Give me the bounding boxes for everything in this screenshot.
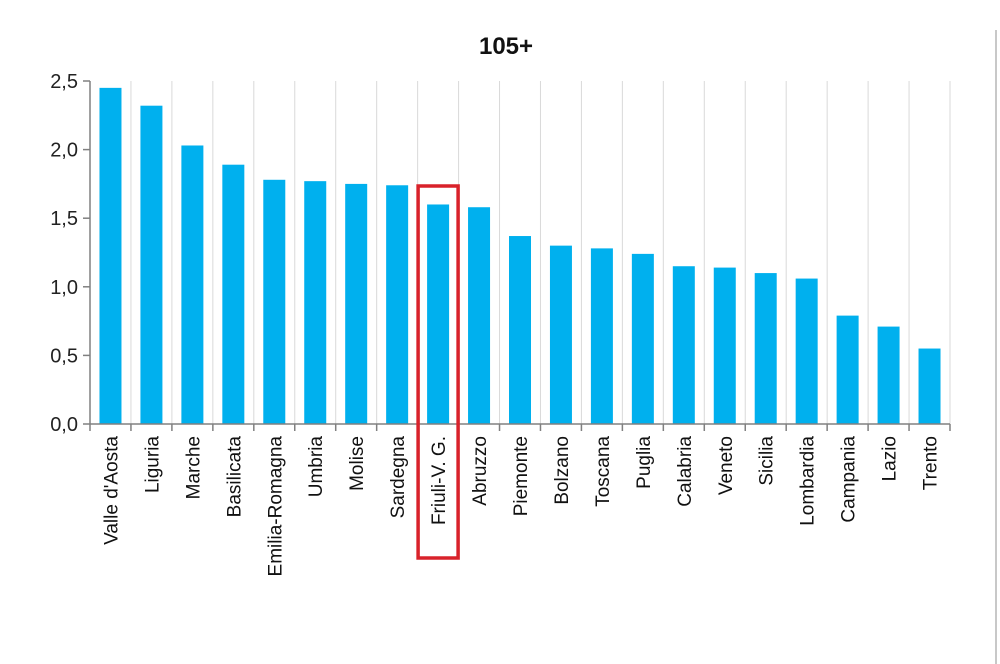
- category-label: Puglia: [634, 436, 655, 489]
- category-label: Umbria: [306, 436, 327, 498]
- bar-3: [222, 164, 245, 424]
- highlight-rectangle: [416, 184, 460, 560]
- bar-4: [263, 179, 286, 424]
- bars: [99, 87, 941, 425]
- category-label: Veneto: [716, 436, 737, 495]
- y-tick-label: 2,0: [50, 140, 78, 162]
- category-label: Molise: [347, 436, 368, 491]
- category-label: Emilia-Romagna: [265, 436, 286, 577]
- highlight-box: [416, 184, 460, 560]
- category-labels: Valle d'Aosta Liguria Marche Basilicata Emil…: [101, 436, 941, 577]
- category-label: Liguria: [142, 436, 163, 493]
- y-tick-label: 1,0: [50, 277, 78, 299]
- category-label: Trento: [921, 436, 942, 490]
- bar-1: [140, 105, 163, 425]
- bar-7: [386, 185, 409, 424]
- y-tick-label: 2,5: [50, 71, 78, 93]
- bar-6: [345, 183, 368, 424]
- chart-title: 105+: [479, 33, 533, 60]
- y-tick-label: 0,5: [50, 345, 78, 367]
- category-label: Bolzano: [552, 436, 573, 505]
- bar-2: [181, 145, 204, 424]
- category-label: Lazio: [880, 436, 901, 481]
- category-label: Valle d'Aosta: [101, 436, 122, 545]
- y-tick-labels: 0,0 0,5 1,0 1,5 2,0 2,5: [50, 71, 78, 436]
- bar-13: [631, 253, 654, 424]
- bar-8: [427, 204, 450, 424]
- category-label: Toscana: [593, 436, 614, 507]
- bar-16: [754, 273, 777, 424]
- category-label: Piemonte: [511, 436, 532, 516]
- bar-15: [713, 267, 736, 424]
- grid-lines: [130, 81, 951, 424]
- y-tick-label: 1,5: [50, 208, 78, 230]
- category-label: Campania: [839, 436, 860, 523]
- bar-18: [836, 315, 859, 424]
- bar-17: [795, 278, 818, 424]
- bar-11: [549, 245, 572, 424]
- category-label: Sardegna: [388, 436, 409, 519]
- category-label: Sicilia: [757, 436, 778, 486]
- bar-19: [877, 326, 900, 424]
- bar-9: [468, 207, 491, 424]
- bar-5: [304, 181, 327, 424]
- category-label: Abruzzo: [470, 436, 491, 506]
- category-label: Basilicata: [224, 436, 245, 518]
- axes: [83, 80, 951, 431]
- bar-12: [590, 248, 613, 424]
- category-label: Friuli-V. G.: [429, 436, 450, 525]
- category-label: Marche: [183, 436, 204, 499]
- category-label: Calabria: [675, 436, 696, 507]
- category-label: Lombardia: [798, 436, 819, 526]
- bar-0: [99, 87, 122, 425]
- bar-10: [509, 236, 531, 424]
- y-tick-label: 0,0: [50, 414, 78, 436]
- bar-14: [672, 266, 695, 424]
- frame-edge: [995, 30, 997, 664]
- bar-20: [918, 348, 941, 424]
